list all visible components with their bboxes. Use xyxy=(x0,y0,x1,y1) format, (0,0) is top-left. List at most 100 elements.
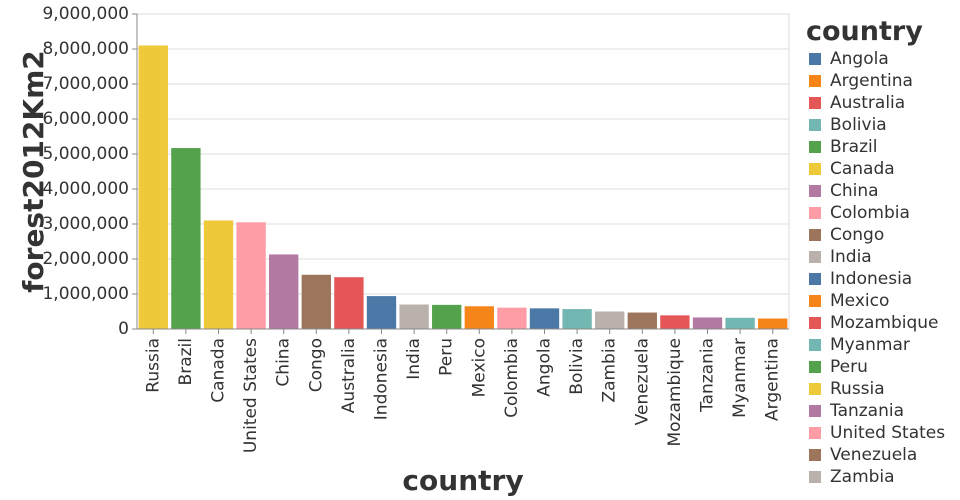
legend-label: India xyxy=(830,247,872,267)
legend-swatch xyxy=(809,361,821,373)
legend-swatch xyxy=(809,163,821,175)
plot-frame xyxy=(136,13,790,330)
legend-label: China xyxy=(830,181,879,201)
x-tick-label: Brazil xyxy=(176,338,196,385)
bar-bolivia[interactable] xyxy=(562,309,592,329)
legend-swatch xyxy=(809,207,821,219)
y-tick-label: 3,000,000 xyxy=(42,214,129,234)
y-tick-label: 1,000,000 xyxy=(42,284,129,304)
x-tick-label: Zambia xyxy=(600,338,620,403)
bar-congo[interactable] xyxy=(301,274,331,329)
bar-canada[interactable] xyxy=(203,220,234,330)
legend-title: country xyxy=(806,16,923,47)
legend-label: Australia xyxy=(830,93,905,113)
legend-swatch xyxy=(809,75,821,87)
bar-angola[interactable] xyxy=(529,308,560,329)
x-tick-label: Bolivia xyxy=(567,338,587,395)
legend-swatch xyxy=(809,449,821,461)
grid-lines xyxy=(137,13,789,330)
x-tick-label: Tanzania xyxy=(698,338,718,413)
legend-swatch xyxy=(809,251,821,263)
legend: AngolaArgentinaAustraliaBoliviaBrazilCan… xyxy=(809,49,945,487)
y-tick-label: 2,000,000 xyxy=(42,249,129,269)
x-tick-label: Mozambique xyxy=(665,338,685,447)
bar-zambia[interactable] xyxy=(595,311,625,330)
legend-swatch xyxy=(809,119,821,131)
x-tick-label: Colombia xyxy=(502,338,522,418)
legend-label: Angola xyxy=(830,49,889,69)
bar-peru[interactable] xyxy=(432,304,462,329)
bars xyxy=(138,45,788,330)
legend-swatch xyxy=(809,317,821,329)
bar-russia[interactable] xyxy=(138,45,168,330)
bar-mozambique[interactable] xyxy=(660,315,690,329)
y-tick-label: 9,000,000 xyxy=(42,4,129,24)
legend-label: Tanzania xyxy=(829,401,904,421)
axes: 0 1,000,000 2,000,000 3,000,000 4,000,000 5,0… xyxy=(42,4,789,453)
bar-venezuela[interactable] xyxy=(627,312,657,329)
legend-label: Bolivia xyxy=(830,115,887,135)
legend-swatch xyxy=(809,383,821,395)
legend-swatch xyxy=(809,229,821,241)
y-tick-label: 5,000,000 xyxy=(42,144,129,164)
y-tick-label: 0 xyxy=(118,319,129,339)
legend-label: Congo xyxy=(830,225,884,245)
x-tick-label: Congo xyxy=(306,338,326,392)
x-axis-title: country xyxy=(402,464,523,497)
legend-label: Colombia xyxy=(830,203,910,223)
bar-india[interactable] xyxy=(399,304,429,330)
x-tick-label: Russia xyxy=(143,338,163,393)
x-tick-label: Myanmar xyxy=(730,338,750,418)
legend-label: Peru xyxy=(830,357,868,377)
legend-label: Argentina xyxy=(830,71,913,91)
bar-mexico[interactable] xyxy=(464,306,494,329)
x-tick-label: China xyxy=(274,338,294,387)
legend-swatch xyxy=(809,405,821,417)
bar-china[interactable] xyxy=(269,254,299,329)
bar-united-states[interactable] xyxy=(236,222,266,329)
legend-label: Mozambique xyxy=(830,313,939,333)
y-tick-label: 8,000,000 xyxy=(42,39,129,59)
legend-label: Russia xyxy=(830,379,885,399)
x-tick-label: India xyxy=(404,338,424,380)
x-tick-label: Venezuela xyxy=(632,338,652,425)
legend-label: Canada xyxy=(830,159,895,179)
legend-label: Venezuela xyxy=(830,445,917,465)
legend-label: Brazil xyxy=(830,137,877,157)
legend-swatch xyxy=(809,339,821,351)
legend-swatch xyxy=(809,273,821,285)
x-tick-label: Australia xyxy=(339,338,359,413)
bar-australia[interactable] xyxy=(334,277,364,329)
bar-indonesia[interactable] xyxy=(366,296,397,329)
bar-tanzania[interactable] xyxy=(692,317,723,329)
legend-swatch xyxy=(809,97,821,109)
legend-swatch xyxy=(809,185,821,197)
legend-swatch xyxy=(809,295,821,307)
x-tick-label: United States xyxy=(241,338,261,453)
x-tick-label: Angola xyxy=(535,338,555,397)
y-tick-label: 7,000,000 xyxy=(42,74,129,94)
x-tick-label: Peru xyxy=(437,338,457,376)
legend-swatch xyxy=(809,53,821,65)
legend-swatch xyxy=(809,141,821,153)
y-tick-label: 6,000,000 xyxy=(42,109,129,129)
legend-label: Zambia xyxy=(830,467,895,487)
x-tick-label: Argentina xyxy=(763,338,783,421)
legend-label: Mexico xyxy=(830,291,889,311)
legend-label: Indonesia xyxy=(830,269,912,289)
legend-label: Myanmar xyxy=(830,335,910,355)
y-tick-label: 4,000,000 xyxy=(42,179,129,199)
legend-swatch xyxy=(809,427,821,439)
bar-colombia[interactable] xyxy=(497,307,527,329)
bar-myanmar[interactable] xyxy=(725,317,755,329)
y-axis-title: forest2012Km2 xyxy=(17,50,50,293)
legend-label: United States xyxy=(830,423,945,443)
bar-argentina[interactable] xyxy=(758,318,788,330)
x-tick-label: Mexico xyxy=(469,338,489,397)
x-tick-label: Indonesia xyxy=(372,338,392,420)
legend-swatch xyxy=(809,471,821,483)
bar-brazil[interactable] xyxy=(171,148,201,329)
x-tick-label: Canada xyxy=(209,338,229,403)
